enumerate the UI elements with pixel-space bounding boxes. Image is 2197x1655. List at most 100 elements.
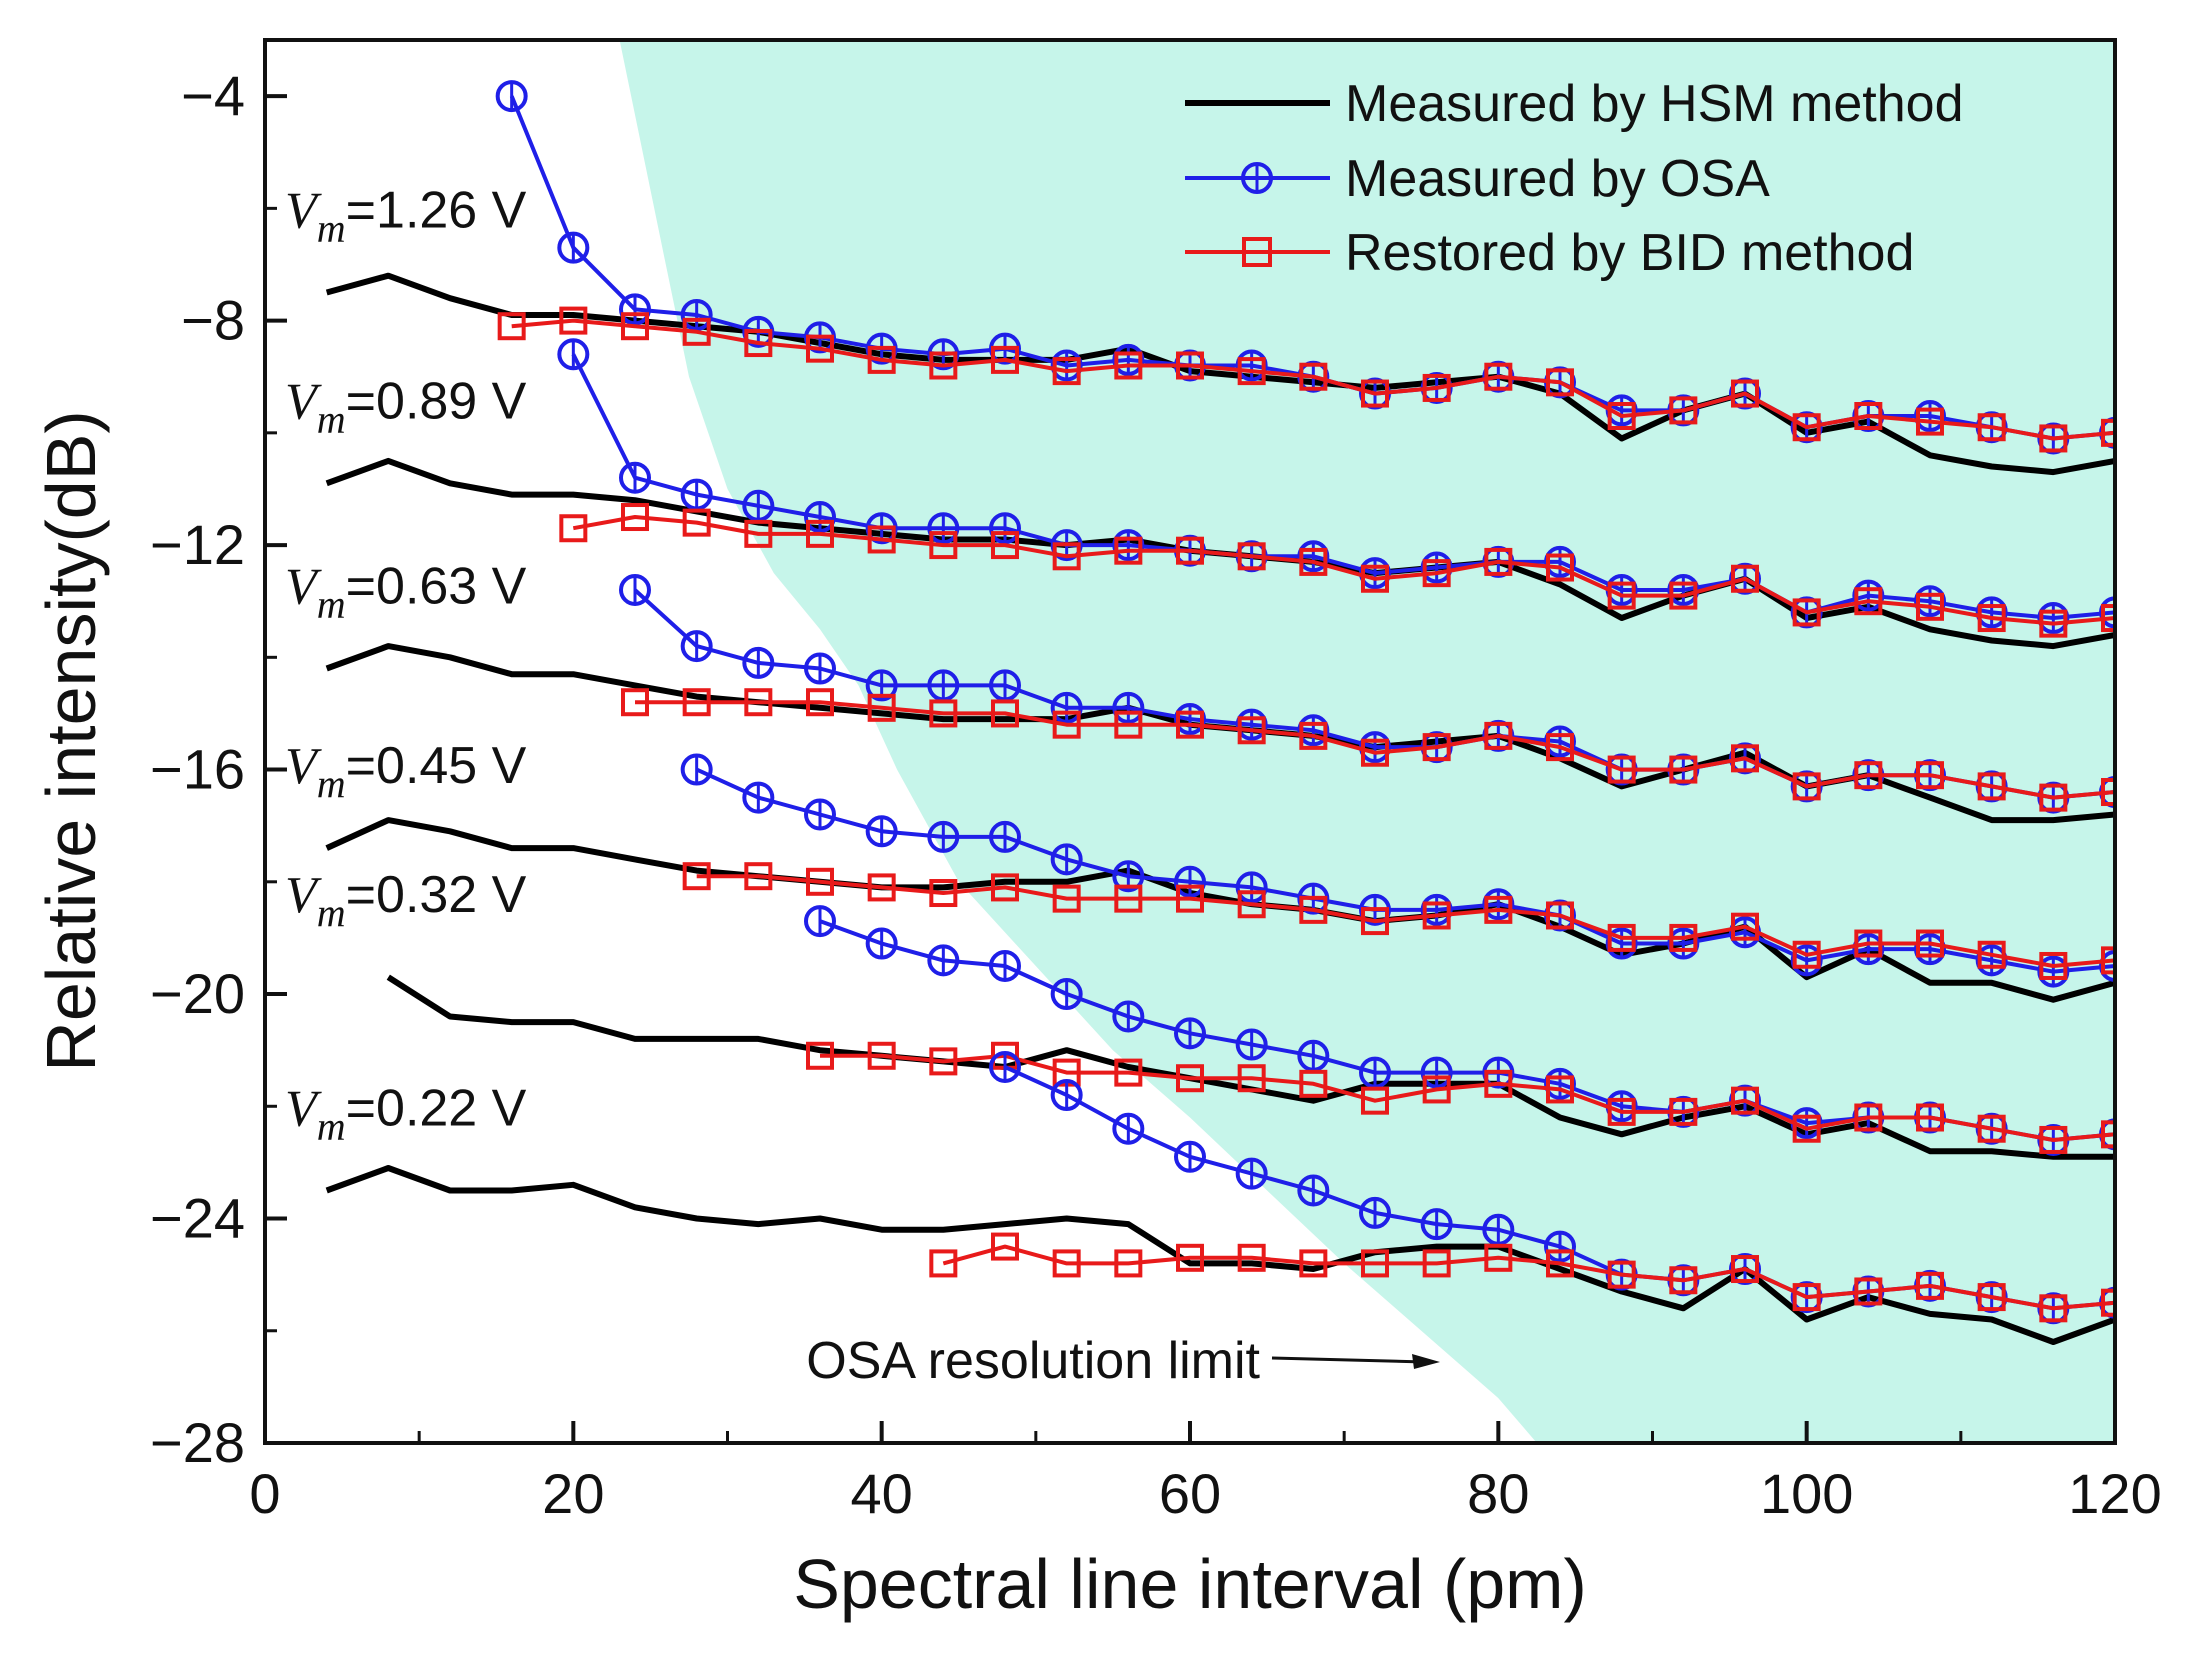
data-point-bid bbox=[1669, 581, 1698, 610]
data-point-bid bbox=[1854, 929, 1883, 958]
series-layer bbox=[325, 80, 2115, 1345]
data-point-bid bbox=[744, 688, 773, 717]
y-tick-label: −24 bbox=[150, 1187, 245, 1250]
data-point-bid bbox=[1916, 1271, 1944, 1300]
series-group-6 bbox=[325, 1050, 2115, 1345]
data-point-bid bbox=[1546, 553, 1574, 582]
annotation-arrow-line bbox=[1271, 1356, 1426, 1364]
data-point-bid bbox=[1114, 1249, 1143, 1278]
data-point-bid bbox=[2039, 609, 2068, 638]
data-point-bid bbox=[1854, 587, 1883, 616]
data-point-bid bbox=[1361, 907, 1389, 936]
data-point-bid bbox=[2101, 1120, 2115, 1149]
group-label-variable: V bbox=[285, 1080, 322, 1137]
x-tick-label: 80 bbox=[1467, 1462, 1529, 1525]
data-point-bid bbox=[1854, 402, 1883, 431]
data-point-bid bbox=[1546, 1075, 1574, 1104]
data-point-bid bbox=[1731, 744, 1759, 773]
data-point-bid bbox=[1052, 710, 1081, 739]
data-point-bid bbox=[929, 531, 958, 560]
data-point-bid bbox=[1361, 1249, 1389, 1278]
data-point-bid bbox=[621, 312, 649, 341]
data-point-bid bbox=[806, 1041, 834, 1070]
data-point-bid bbox=[1114, 710, 1143, 739]
group-label-variable: V bbox=[285, 183, 322, 240]
group-label-5: Vm=0.32 V bbox=[285, 866, 527, 935]
data-point-bid bbox=[1854, 1103, 1883, 1132]
data-point-bid bbox=[1731, 379, 1759, 408]
data-point-bid bbox=[1176, 884, 1204, 913]
data-point-bid bbox=[1977, 604, 2006, 633]
x-tick-label: 0 bbox=[249, 1462, 280, 1525]
data-point-bid bbox=[1792, 1283, 1821, 1312]
data-point-bid bbox=[1916, 761, 1944, 790]
data-point-bid bbox=[991, 1232, 1019, 1261]
data-point-bid bbox=[929, 351, 958, 380]
data-point-bid bbox=[1422, 901, 1451, 930]
group-label-variable: V bbox=[285, 559, 322, 616]
data-point-bid bbox=[1916, 592, 1944, 621]
y-tick-label: −16 bbox=[150, 738, 245, 801]
data-point-bid bbox=[867, 693, 896, 722]
data-point-bid bbox=[991, 699, 1019, 728]
x-tick-label: 120 bbox=[2068, 1462, 2161, 1525]
data-point-bid bbox=[682, 317, 711, 346]
label-layer: Vm=1.26 VVm=0.89 VVm=0.63 VVm=0.45 VVm=0… bbox=[285, 182, 527, 1149]
group-label-value: =0.22 V bbox=[346, 1079, 527, 1137]
data-point-bid bbox=[1607, 402, 1636, 431]
data-point-bid bbox=[2039, 783, 2068, 812]
annotation-arrowhead bbox=[1412, 1354, 1440, 1369]
group-label-subscript: m bbox=[317, 396, 346, 441]
data-point-bid bbox=[929, 1047, 958, 1076]
data-point-bid bbox=[1052, 884, 1081, 913]
legend-entry-bid: Restored by BID method bbox=[1185, 224, 1914, 282]
data-point-bid bbox=[1484, 1243, 1513, 1272]
data-point-bid bbox=[2101, 1288, 2115, 1317]
data-point-bid bbox=[1669, 1266, 1698, 1295]
data-point-bid bbox=[1916, 929, 1944, 958]
data-point-bid bbox=[1607, 1097, 1636, 1126]
data-point-bid bbox=[621, 503, 649, 532]
data-point-bid bbox=[1854, 761, 1883, 790]
data-point-bid bbox=[867, 525, 896, 554]
data-point-bid bbox=[867, 873, 896, 902]
y-axis-title: Relative intensity(dB) bbox=[32, 410, 110, 1071]
legend: Measured by HSM method Measured by OSA R… bbox=[1185, 75, 1964, 282]
data-point-bid bbox=[1299, 547, 1328, 576]
x-axis-title: Spectral line interval (pm) bbox=[793, 1545, 1587, 1623]
data-point-bid bbox=[1546, 1249, 1574, 1278]
data-point-bid bbox=[682, 862, 711, 891]
data-point-bid bbox=[867, 345, 896, 374]
data-point-bid bbox=[806, 688, 834, 717]
data-point-bid bbox=[1977, 1283, 2006, 1312]
data-point-bid bbox=[1977, 940, 2006, 969]
data-point-bid bbox=[1176, 536, 1204, 565]
x-tick-label: 60 bbox=[1159, 1462, 1221, 1525]
data-point-bid bbox=[497, 312, 526, 341]
data-point-bid bbox=[1299, 721, 1328, 750]
data-point-bid bbox=[1607, 755, 1636, 784]
series-line-bid bbox=[511, 318, 2115, 441]
legend-label-bid: Restored by BID method bbox=[1345, 224, 1914, 282]
data-point-bid bbox=[2101, 418, 2115, 447]
data-point-bid bbox=[1792, 598, 1821, 627]
data-point-bid bbox=[2101, 778, 2115, 807]
data-point-bid bbox=[1237, 1064, 1266, 1093]
data-point-bid bbox=[744, 862, 773, 891]
data-point-bid bbox=[1607, 581, 1636, 610]
data-point-bid bbox=[1176, 351, 1204, 380]
data-point-bid bbox=[1546, 733, 1574, 762]
data-point-bid bbox=[559, 306, 588, 335]
data-point-bid bbox=[1484, 895, 1513, 924]
data-point-bid bbox=[559, 514, 588, 543]
data-point-bid bbox=[1422, 1075, 1451, 1104]
data-point-bid bbox=[929, 699, 958, 728]
series-group-5 bbox=[386, 905, 2115, 1160]
data-point-bid bbox=[1792, 940, 1821, 969]
legend-label-osa: Measured by OSA bbox=[1345, 150, 1770, 208]
osa-resolution-label: OSA resolution limit bbox=[806, 1332, 1260, 1390]
data-point-bid bbox=[1669, 1097, 1698, 1126]
data-point-bid bbox=[2039, 1125, 2068, 1154]
y-tick-label: −28 bbox=[150, 1411, 245, 1474]
data-point-bid bbox=[1484, 362, 1513, 391]
